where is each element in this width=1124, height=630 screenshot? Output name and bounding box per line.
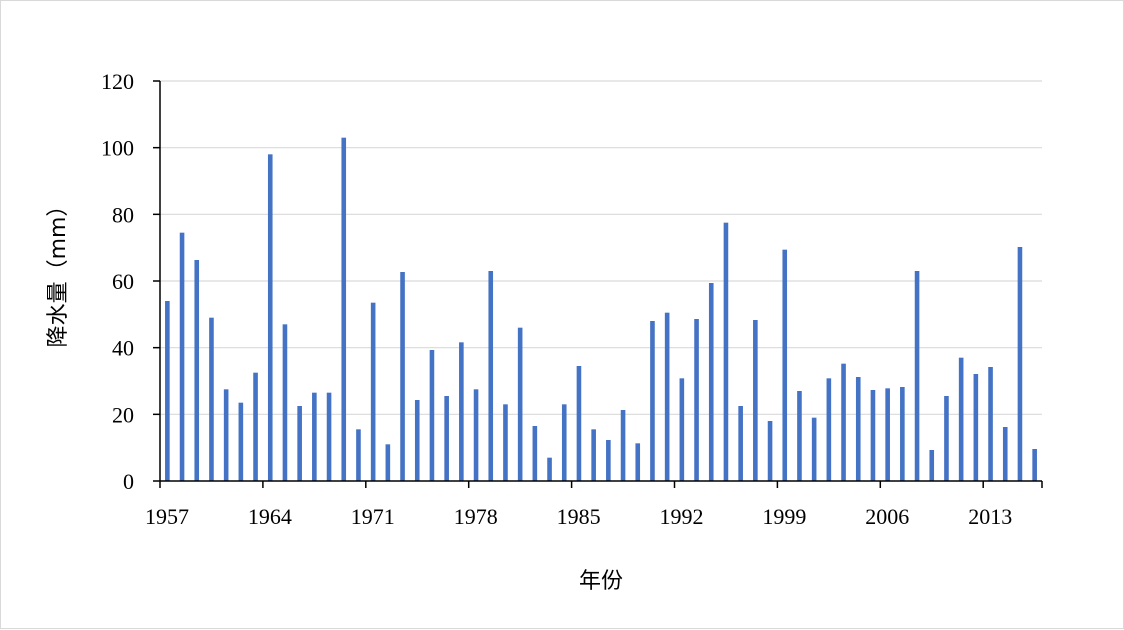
bar-1988 (620, 410, 626, 481)
bar-1990 (650, 321, 655, 481)
bar-2009 (929, 450, 935, 481)
bar-1974 (414, 400, 420, 481)
bar-1981 (517, 327, 523, 481)
bar-2001 (811, 417, 817, 481)
x-tick-label: 1992 (660, 504, 704, 529)
bar-2004 (855, 377, 861, 481)
y-tick-label: 60 (112, 269, 134, 294)
bar-1991 (664, 312, 670, 481)
bar-2013 (988, 367, 993, 481)
bar-1972 (385, 444, 391, 481)
bar-1967 (312, 392, 317, 481)
y-tick-label: 80 (112, 202, 134, 227)
y-tick-label: 20 (112, 402, 134, 427)
x-tick-label: 1957 (145, 504, 189, 529)
bar-1978 (473, 389, 479, 481)
bar-1969 (341, 137, 347, 482)
bar-1979 (488, 271, 494, 481)
x-tick-label: 1964 (248, 504, 292, 529)
bar-2010 (944, 396, 949, 481)
bar-1995 (723, 222, 729, 482)
x-axis-title: 年份 (579, 569, 623, 594)
bar-1958 (179, 232, 185, 481)
y-tick-label: 0 (123, 469, 134, 494)
bar-1994 (708, 283, 714, 481)
bar-1966 (297, 406, 302, 481)
bar-2003 (841, 363, 846, 481)
y-tick-label: 40 (112, 336, 134, 361)
bar-1999 (782, 249, 788, 481)
bar-1997 (753, 320, 758, 481)
gridlines (160, 80, 1042, 415)
y-tick-label: 100 (101, 136, 134, 161)
bar-1957 (165, 301, 170, 481)
x-tick-label: 2013 (968, 504, 1012, 529)
x-tick-label: 1971 (351, 504, 395, 529)
bar-1965 (282, 324, 288, 481)
bar-2014 (1002, 427, 1008, 481)
y-tick-label: 120 (101, 69, 134, 94)
bar-2005 (870, 390, 876, 481)
bar-1982 (532, 426, 538, 481)
bar-1992 (679, 378, 685, 481)
bar-1973 (400, 272, 405, 481)
bar-1968 (326, 392, 332, 481)
bar-1987 (606, 440, 611, 481)
bar-1971 (370, 302, 376, 481)
x-tick-label: 1978 (454, 504, 498, 529)
bar-1985 (576, 366, 582, 481)
bar-1986 (591, 429, 596, 481)
bar-1961 (223, 389, 229, 481)
y-ticks: 0 20 40 60 80 100 120 (101, 69, 160, 494)
bar-1980 (503, 404, 508, 481)
bar-2016 (1032, 449, 1037, 481)
bar-2000 (797, 391, 802, 481)
bar-1996 (738, 406, 743, 481)
bar-1959 (194, 260, 200, 481)
bar-2015 (1017, 247, 1023, 481)
bar-2007 (900, 387, 905, 481)
bar-1975 (429, 350, 435, 481)
x-tick-label: 1999 (762, 504, 806, 529)
bar-2006 (885, 388, 890, 481)
bars (165, 137, 1037, 482)
bar-1998 (767, 421, 773, 481)
bar-1960 (209, 317, 214, 481)
bar-1962 (238, 402, 244, 481)
bar-1993 (694, 319, 699, 481)
bar-1963 (253, 372, 258, 481)
bar-2002 (826, 378, 832, 481)
bar-1977 (459, 342, 464, 481)
bar-1984 (561, 404, 567, 481)
x-tick-label: 1985 (557, 504, 601, 529)
bar-2012 (973, 374, 979, 481)
bar-1989 (635, 443, 641, 481)
bar-2011 (958, 357, 964, 481)
x-tick-label: 2006 (865, 504, 909, 529)
bar-1976 (444, 396, 449, 481)
bar-2008 (914, 271, 920, 481)
bar-1983 (547, 457, 552, 481)
bar-1970 (356, 429, 361, 481)
bar-1964 (267, 154, 273, 481)
y-axis-title: 降水量（mm） (46, 195, 71, 348)
x-ticks: 1957 1964 1971 1978 1985 1992 1999 2006 2013 (145, 481, 1043, 529)
